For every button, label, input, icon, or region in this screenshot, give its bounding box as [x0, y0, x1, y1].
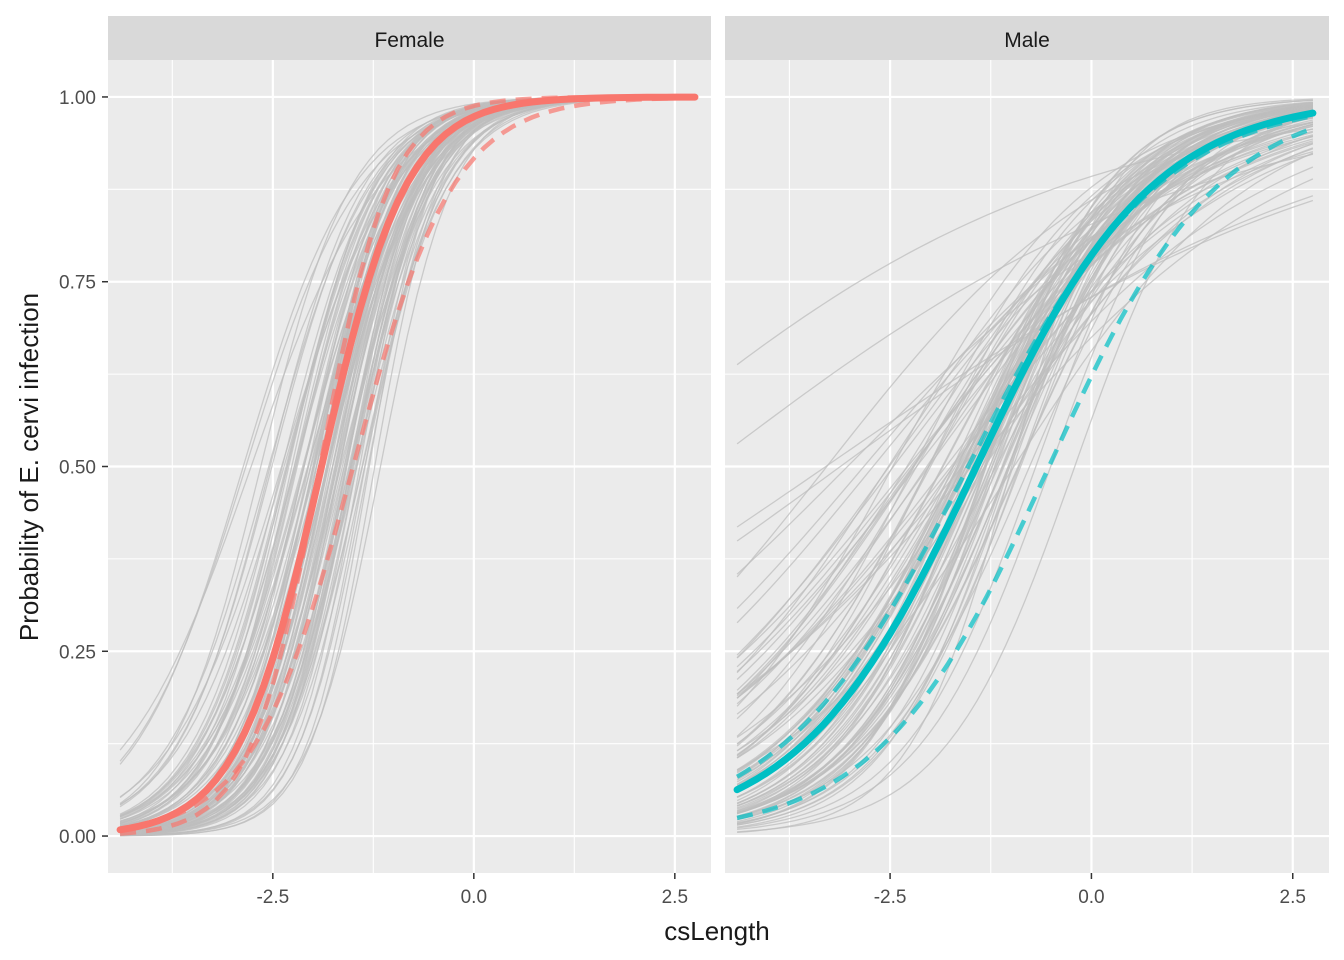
sample-curve	[736, 121, 1314, 752]
y-tick-label: 0.25	[59, 642, 96, 663]
mean-curve	[116, 93, 699, 834]
sample-curve	[736, 104, 1313, 817]
facet-strip-label: Female	[374, 29, 444, 52]
y-tick-label: 0.50	[59, 458, 96, 479]
facet-strip	[108, 16, 711, 60]
x-axis-title: csLength	[664, 916, 770, 946]
x-tick-label: 2.5	[662, 887, 688, 908]
y-tick-label: 0.00	[59, 827, 96, 848]
x-tick-label: 2.5	[1280, 887, 1306, 908]
sample-curve	[736, 124, 1314, 695]
upper-bound-curve	[119, 95, 695, 832]
facet-strip	[725, 16, 1329, 60]
sample-curve	[736, 111, 1314, 745]
mean-curve	[733, 109, 1317, 794]
x-tick-label: 0.0	[1078, 887, 1104, 908]
sample-curve	[736, 116, 1314, 814]
sample-curve	[736, 103, 1313, 802]
y-tick-label: 1.00	[59, 88, 96, 109]
x-tick-label: -2.5	[256, 887, 289, 908]
sample-curve	[736, 116, 1314, 819]
facet-panel-female: Female	[108, 16, 711, 873]
sample-curve	[736, 199, 1314, 528]
sample-curve	[737, 98, 1313, 834]
facet-strip-label: Male	[1004, 29, 1050, 52]
sample-curve	[737, 115, 1314, 833]
sample-curve	[736, 107, 1313, 707]
y-axis-title: Probability of E. cervi infection	[14, 293, 44, 641]
sample-curve	[736, 195, 1314, 542]
x-tick-label: 0.0	[461, 887, 487, 908]
sample-curve	[736, 147, 1314, 738]
upper-bound-curve	[736, 126, 1314, 821]
axes: -2.5 0.0 2.5 0.00 0.25 0.50 0.75 1.00 -2.5 0.0 2.5	[59, 88, 1306, 908]
sample-curve	[736, 116, 1314, 771]
sample-curve	[736, 107, 1313, 790]
x-tick-label: -2.5	[874, 887, 907, 908]
y-tick-label: 0.75	[59, 273, 96, 294]
facet-panel-male: Male	[725, 16, 1329, 873]
sample-curve	[736, 110, 1314, 787]
sample-curve	[736, 138, 1314, 668]
sample-curve	[737, 110, 1314, 831]
sample-curve	[736, 135, 1314, 759]
sample-curve	[736, 104, 1313, 821]
sample-curve	[736, 134, 1314, 624]
sample-curve	[736, 141, 1314, 659]
